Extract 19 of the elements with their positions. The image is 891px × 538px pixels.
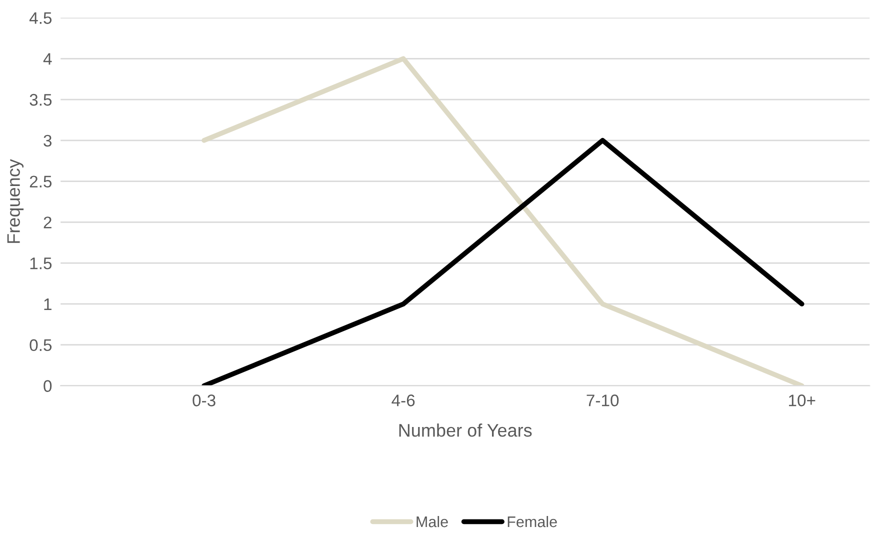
x-tick-label: 0-3	[192, 394, 216, 406]
y-tick-label: 4	[43, 53, 52, 65]
legend-label: Male	[416, 516, 448, 528]
legend-label: Female	[508, 516, 557, 528]
y-tick-label: 3	[44, 134, 52, 147]
y-tick-label: 4.5	[29, 12, 52, 24]
y-tick-label: 2	[44, 216, 52, 228]
y-axis-title: Frequency	[7, 159, 24, 243]
y-tick-label: 1.5	[30, 258, 52, 270]
x-tick-label: 10+	[789, 394, 816, 406]
line-series	[202, 56, 804, 386]
y-tick-label: 2.5	[30, 176, 52, 188]
x-tick-label: 7-10	[586, 394, 619, 406]
y-tick-label: 0.5	[30, 339, 52, 352]
y-tick-label: 3.5	[30, 94, 52, 106]
y-tick-label: 0	[44, 380, 52, 392]
x-axis-title: Number of Years	[399, 424, 532, 437]
y-tick-label: 1	[44, 298, 52, 310]
x-tick-label: 4-6	[392, 394, 415, 406]
